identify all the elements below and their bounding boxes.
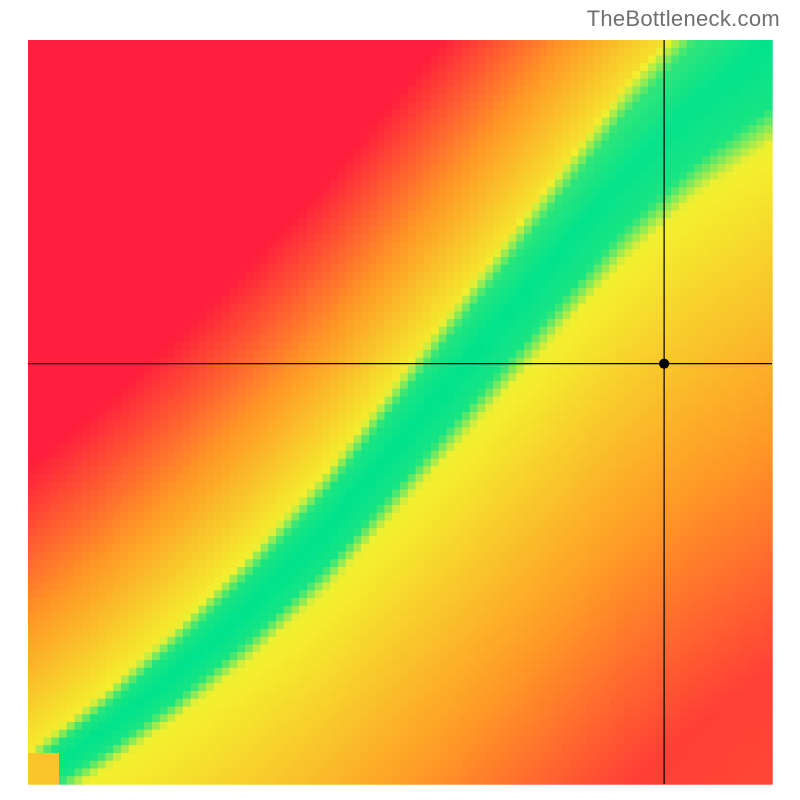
watermark-text: TheBottleneck.com — [587, 6, 780, 32]
figure-root: TheBottleneck.com — [0, 0, 800, 800]
bottleneck-heatmap — [0, 0, 800, 800]
